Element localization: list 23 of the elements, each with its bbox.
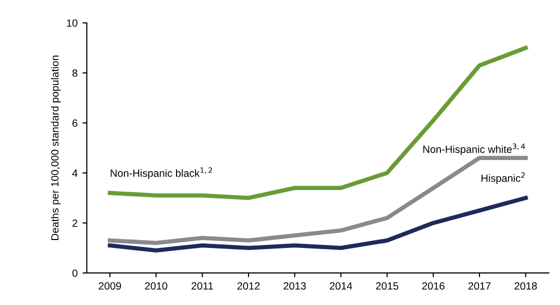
series-label: Non-Hispanic white$^{3,4}$ [423, 143, 525, 156]
y-tick-label: 6 [72, 119, 78, 127]
line-series [108, 46, 528, 200]
series-label: Non-Hispanic black$^{1,2}$ [110, 167, 212, 179]
y-tick-label: 0 [72, 269, 78, 277]
y-tick-label: 10 [66, 19, 78, 27]
y-axis-title: Deaths per 100,000 standard population [50, 56, 61, 240]
x-tick-label: 2009 [98, 282, 121, 290]
y-tick-label: 4 [72, 170, 78, 177]
x-tick-label: 2014 [330, 282, 352, 290]
line-series [108, 156, 528, 246]
x-tick-label: 2016 [422, 282, 444, 290]
x-tick-label: 2010 [145, 282, 168, 290]
series-label: Hispanic$^{2}$ [482, 172, 525, 184]
x-tick-label: 2015 [376, 282, 398, 290]
line-series [108, 196, 528, 253]
x-tick-label: 2017 [468, 282, 491, 290]
x-tick-label: 2013 [284, 282, 306, 290]
y-tick-label: 8 [72, 69, 78, 77]
y-tick-label: 2 [72, 219, 78, 227]
x-tick-label: 2018 [514, 282, 537, 290]
x-tick-label: 2011 [192, 282, 213, 290]
x-tick-label: 2012 [237, 282, 260, 290]
